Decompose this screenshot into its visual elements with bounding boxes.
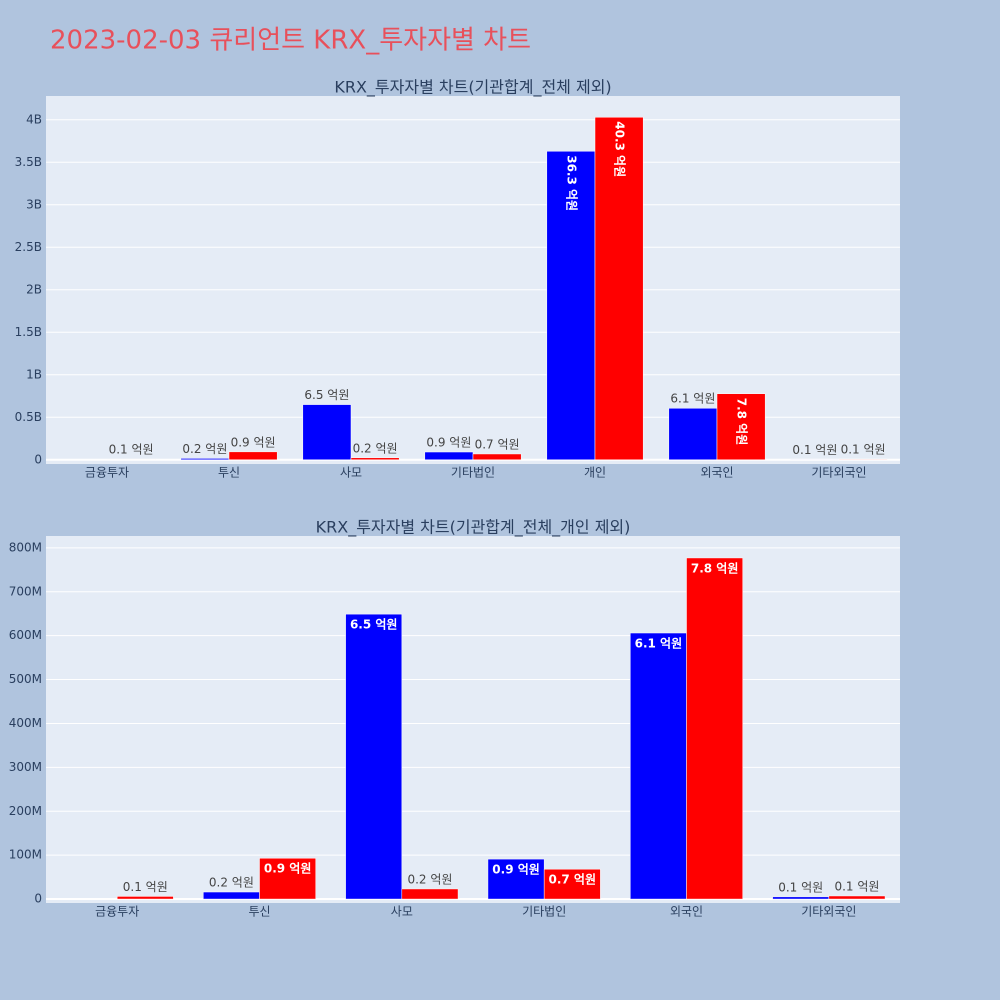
bar <box>180 458 230 461</box>
x-tick-label: 기타법인 <box>522 905 566 919</box>
bar <box>401 888 459 900</box>
x-tick-label: 개인 <box>584 466 606 480</box>
data-label: 0.2 억원 <box>209 876 254 890</box>
y-tick-label: 4B <box>26 112 42 126</box>
data-label: 0.1 억원 <box>792 443 837 457</box>
bar <box>543 868 601 900</box>
data-label: 0.1 억원 <box>123 880 168 894</box>
data-label: 0.2 억원 <box>182 442 227 456</box>
bar <box>228 451 278 461</box>
y-tick-label: 0 <box>34 452 42 466</box>
bar <box>302 404 352 461</box>
data-label: 0.1 억원 <box>841 443 886 457</box>
bar <box>345 613 403 900</box>
bar <box>716 393 766 461</box>
data-label: 0.9 억원 <box>492 863 540 877</box>
y-tick-label: 3B <box>26 197 42 211</box>
data-label: 6.1 억원 <box>635 637 683 651</box>
x-tick-label: 투신 <box>248 905 270 919</box>
y-tick-label: 1B <box>26 367 42 381</box>
y-tick-label: 0 <box>34 892 42 906</box>
bar <box>828 895 886 900</box>
y-tick-label: 200M <box>9 804 42 818</box>
x-tick-label: 기타외국인 <box>801 905 856 919</box>
y-tick-label: 2.5B <box>15 240 42 254</box>
plot-area <box>46 536 900 903</box>
x-tick-label: 기타외국인 <box>811 466 866 480</box>
y-tick-label: 1.5B <box>15 325 42 339</box>
data-label: 40.3 억원 <box>613 121 627 177</box>
x-tick-label: 사모 <box>340 466 362 480</box>
y-tick-label: 3.5B <box>15 155 42 169</box>
data-label: 0.1 억원 <box>778 880 823 894</box>
bar <box>350 457 400 461</box>
data-label: 0.1 억원 <box>834 879 879 893</box>
y-tick-label: 700M <box>9 584 42 598</box>
data-label: 6.5 억원 <box>304 388 349 402</box>
bar <box>668 407 718 461</box>
data-label: 6.1 억원 <box>670 392 715 406</box>
bar <box>116 896 174 900</box>
bar <box>472 453 522 461</box>
data-label: 7.8 억원 <box>735 398 749 446</box>
x-tick-label: 금융투자 <box>85 466 129 480</box>
bar <box>772 896 830 900</box>
x-tick-label: 외국인 <box>670 905 703 919</box>
data-label: 0.9 억원 <box>426 436 471 450</box>
data-label: 0.7 억원 <box>475 437 520 451</box>
data-label: 7.8 억원 <box>691 561 739 575</box>
bar <box>487 858 545 900</box>
y-tick-label: 0.5B <box>15 410 42 424</box>
x-tick-label: 외국인 <box>700 466 733 480</box>
y-tick-label: 400M <box>9 716 42 730</box>
bar <box>630 632 687 900</box>
data-label: 0.1 억원 <box>109 443 154 457</box>
chart-title: KRX_투자자별 차트(기관합계_전체_개인 제외) <box>316 518 631 538</box>
bar <box>424 451 474 461</box>
bar <box>259 857 316 900</box>
data-label: 0.9 억원 <box>264 862 312 876</box>
y-tick-label: 2B <box>26 282 42 296</box>
y-tick-label: 300M <box>9 760 42 774</box>
x-tick-label: 기타법인 <box>451 466 495 480</box>
bar <box>594 116 644 461</box>
chart-title: KRX_투자자별 차트(기관합계_전체 제외) <box>334 78 611 98</box>
y-tick-label: 500M <box>9 672 42 686</box>
data-label: 0.7 억원 <box>549 873 597 887</box>
page-title: 2023-02-03 큐리언트 KRX_투자자별 차트 <box>50 26 531 56</box>
bar <box>686 557 743 900</box>
bar <box>106 458 156 461</box>
y-tick-label: 600M <box>9 628 42 642</box>
y-tick-label: 800M <box>9 540 42 554</box>
y-tick-label: 100M <box>9 848 42 862</box>
x-tick-label: 사모 <box>391 905 413 919</box>
data-label: 0.2 억원 <box>353 441 398 455</box>
data-label: 36.3 억원 <box>564 155 578 211</box>
plot-area <box>46 96 900 464</box>
x-tick-label: 금융투자 <box>95 905 139 919</box>
data-label: 6.5 억원 <box>350 618 398 632</box>
bar <box>838 458 888 461</box>
x-tick-label: 투신 <box>218 466 240 480</box>
bar <box>203 891 260 900</box>
bar <box>546 150 596 461</box>
data-label: 0.9 억원 <box>231 435 276 449</box>
data-label: 0.2 억원 <box>407 872 452 886</box>
